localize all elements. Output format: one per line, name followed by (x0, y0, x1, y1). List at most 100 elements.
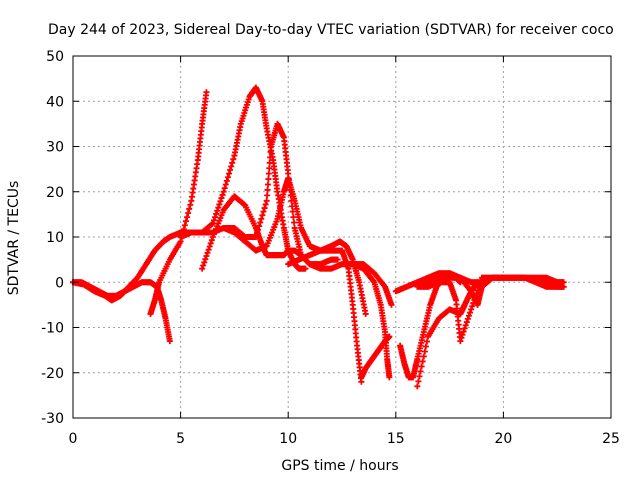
data-point-interp (210, 217, 217, 224)
data-point-interp (264, 181, 271, 188)
data-point-interp (201, 259, 208, 266)
data-point-interp (462, 322, 469, 329)
data-point-interp (200, 262, 207, 269)
data-point-interp (202, 256, 209, 263)
y-axis-label: SDTVAR / TECUs (6, 181, 22, 296)
data-point-interp (228, 163, 235, 170)
x-tick-label: 25 (602, 431, 620, 447)
data-point-interp (205, 246, 212, 253)
data-point-interp (182, 218, 189, 225)
y-tick-label: -30 (41, 411, 64, 427)
data-point-interp (230, 156, 237, 163)
series-arc-3 (147, 89, 210, 317)
x-tick-label: 5 (176, 431, 185, 447)
y-tick-label: 40 (46, 94, 64, 110)
data-point-interp (186, 205, 193, 212)
series-arc-10 (358, 333, 393, 381)
y-tick-label: 50 (46, 49, 64, 65)
series-arc-11 (349, 261, 395, 308)
y-tick-label: 10 (46, 230, 64, 246)
data-point-interp (221, 185, 228, 192)
data-point-interp (216, 201, 223, 208)
data-point-interp (421, 348, 428, 355)
data-point-interp (215, 204, 222, 211)
data-point-interp (207, 240, 214, 247)
data-point-interp (419, 358, 426, 365)
data-point-interp (208, 221, 215, 228)
x-tick-label: 0 (69, 431, 78, 447)
data-point-interp (467, 309, 474, 316)
data-point-interp (253, 230, 260, 237)
data-point-interp (291, 219, 298, 226)
data-point (386, 333, 393, 340)
data-point-interp (204, 249, 211, 256)
data-point-interp (224, 174, 231, 181)
data-point-interp (256, 223, 263, 230)
y-tick-label: 20 (46, 185, 64, 201)
data-point (220, 188, 227, 195)
data-point (362, 310, 369, 317)
data-point-interp (261, 205, 268, 212)
data-point-interp (290, 214, 297, 221)
data-point-interp (258, 215, 265, 222)
data-point-interp (212, 214, 219, 221)
data-point (203, 89, 210, 96)
x-axis-label: GPS time / hours (281, 458, 398, 474)
data-point (457, 338, 464, 345)
data-point-interp (223, 177, 230, 184)
x-tick-label: 20 (494, 431, 512, 447)
data-point-interp (461, 325, 468, 332)
data-point (252, 234, 259, 240)
data-point-interp (185, 210, 192, 217)
data-point-interp (217, 198, 224, 205)
x-tick-label: 15 (387, 431, 405, 447)
data-point-interp (184, 214, 191, 221)
data-point-interp (422, 343, 429, 350)
series-arc-7 (220, 175, 369, 317)
data-point-interp (418, 363, 425, 370)
data-point-interp (469, 303, 476, 310)
data-point-interp (267, 148, 274, 155)
data-point-interp (463, 319, 470, 326)
data-point-interp (260, 208, 267, 215)
data-point-interp (424, 338, 431, 345)
data-point-interp (226, 170, 233, 177)
data-point-interp (206, 243, 213, 250)
data-point (560, 283, 567, 290)
data-point-interp (264, 186, 271, 193)
y-tick-label: -10 (41, 321, 64, 337)
data-point-interp (219, 191, 226, 198)
chart-title: Day 244 of 2023, Sidereal Day-to-day VTE… (48, 22, 614, 38)
data-point (388, 301, 395, 308)
data-point-interp (227, 167, 234, 174)
data-point-interp (460, 328, 467, 335)
data-point (334, 256, 341, 263)
series-arc-15 (414, 270, 567, 308)
data-point-interp (187, 201, 194, 208)
data-point-interp (241, 201, 248, 208)
series-arc-16 (414, 279, 481, 390)
data-point-interp (255, 226, 262, 233)
data-point-interp (222, 181, 229, 188)
data-point-interp (229, 159, 236, 166)
data-point (166, 338, 173, 345)
data-point-interp (415, 378, 422, 385)
data-point-interp (266, 165, 273, 172)
data-point-interp (218, 195, 225, 202)
series-arc-8 (285, 247, 365, 385)
axis-ticks: 0 5 10 15 20 25 -30 -20 -10 0 10 20 30 40 50 (41, 49, 620, 447)
data-point-interp (262, 201, 269, 208)
data-point-interp (420, 353, 427, 360)
data-point-interp (267, 154, 274, 161)
data-point-interp (459, 331, 466, 338)
data-point-interp (417, 368, 424, 375)
y-tick-label: 30 (46, 140, 64, 156)
data-point-interp (203, 253, 210, 260)
data-point (199, 265, 206, 272)
data-point-interp (265, 170, 272, 177)
data-point-interp (416, 373, 423, 380)
series-arc-5 (177, 84, 309, 272)
data-point (414, 383, 421, 390)
